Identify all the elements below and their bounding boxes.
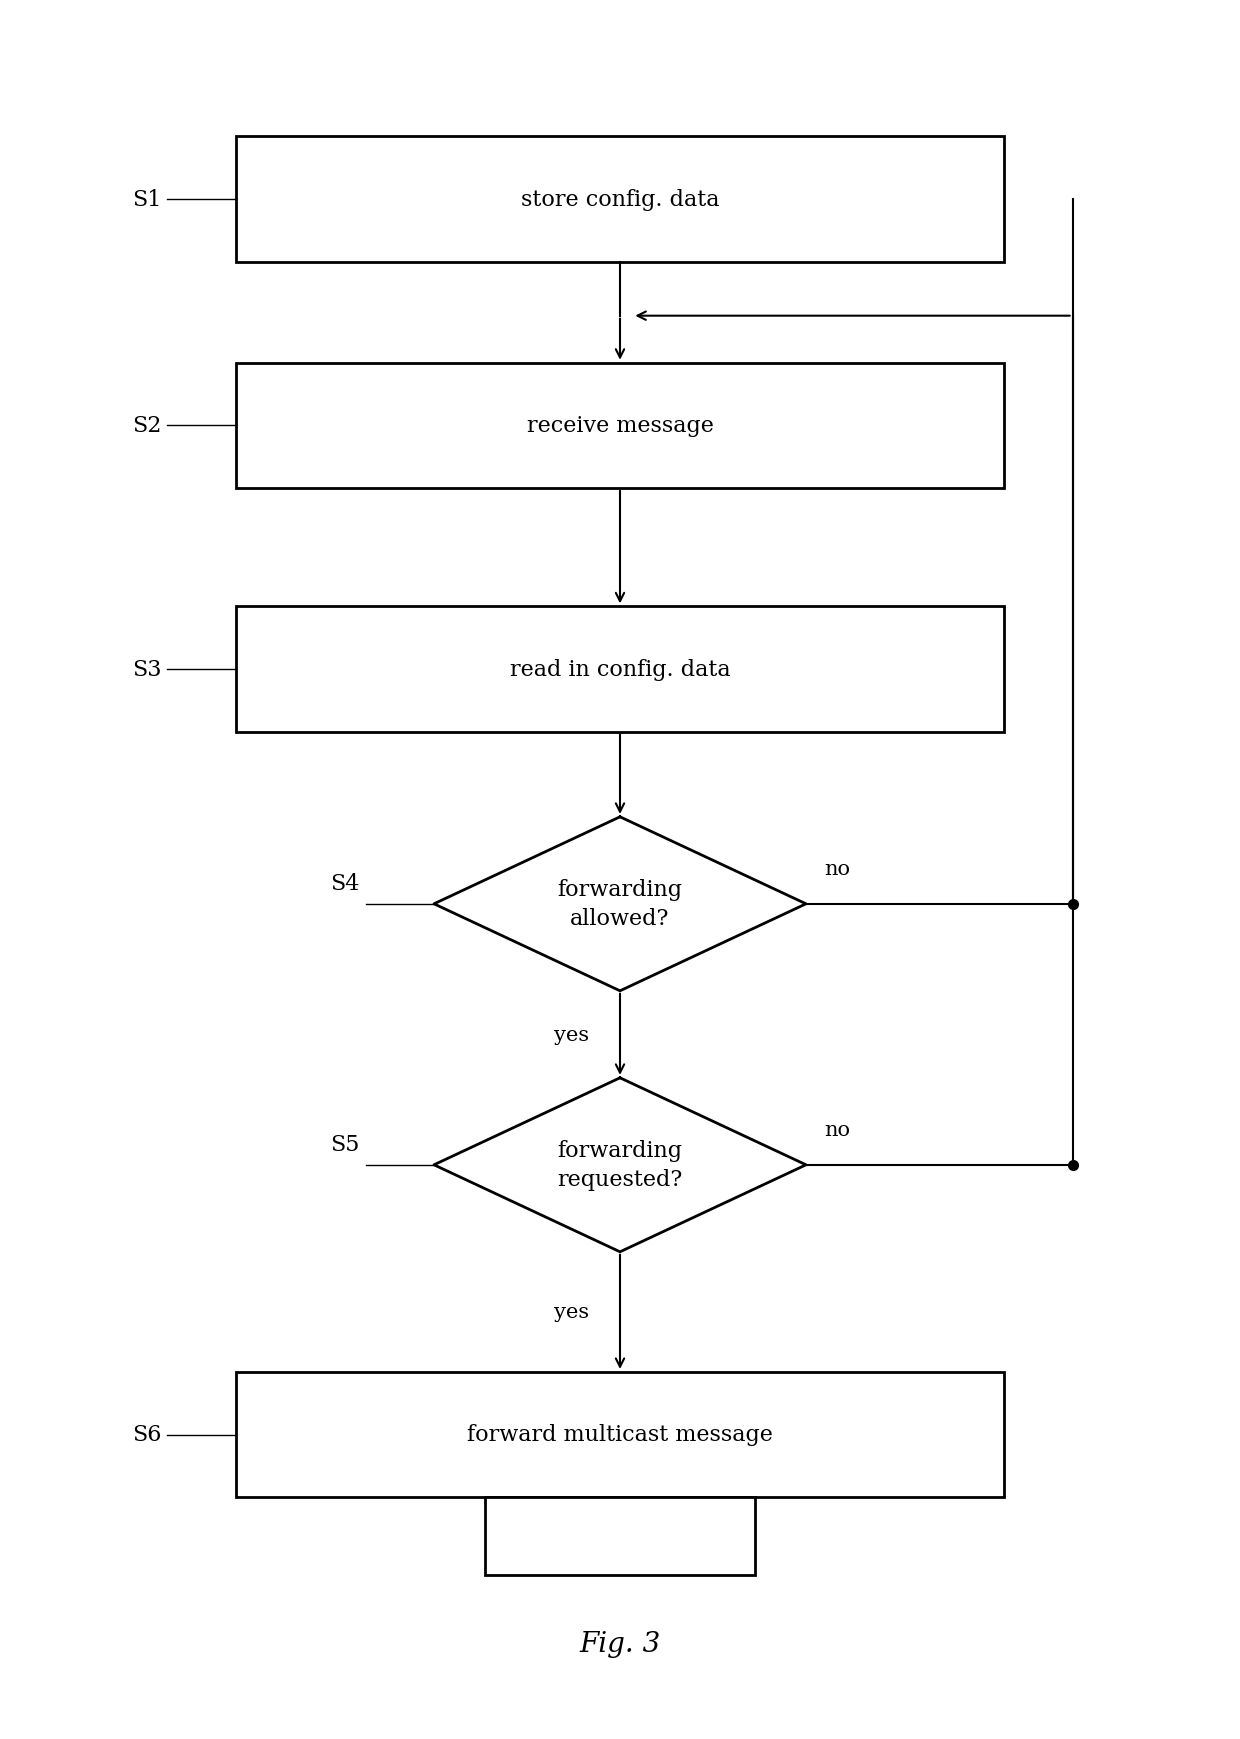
Text: yes: yes — [554, 1026, 589, 1043]
Text: S1: S1 — [131, 190, 161, 210]
Text: forwarding
requested?: forwarding requested? — [557, 1139, 683, 1191]
Text: S3: S3 — [131, 659, 161, 680]
Text: S4: S4 — [330, 873, 360, 894]
Polygon shape — [236, 607, 1004, 732]
Text: store config. data: store config. data — [521, 190, 719, 210]
Text: forward multicast message: forward multicast message — [467, 1424, 773, 1445]
Polygon shape — [486, 1497, 754, 1576]
Text: S5: S5 — [330, 1134, 360, 1155]
Polygon shape — [236, 363, 1004, 489]
Text: no: no — [825, 1120, 851, 1139]
Text: read in config. data: read in config. data — [510, 659, 730, 680]
Text: no: no — [825, 859, 851, 878]
Text: S6: S6 — [131, 1424, 161, 1445]
Text: forwarding
allowed?: forwarding allowed? — [558, 878, 682, 930]
Polygon shape — [236, 137, 1004, 263]
Text: Fig. 3: Fig. 3 — [579, 1629, 661, 1657]
Text: receive message: receive message — [527, 416, 713, 436]
Text: yes: yes — [554, 1303, 589, 1322]
Polygon shape — [236, 1372, 1004, 1497]
Text: S2: S2 — [131, 416, 161, 436]
